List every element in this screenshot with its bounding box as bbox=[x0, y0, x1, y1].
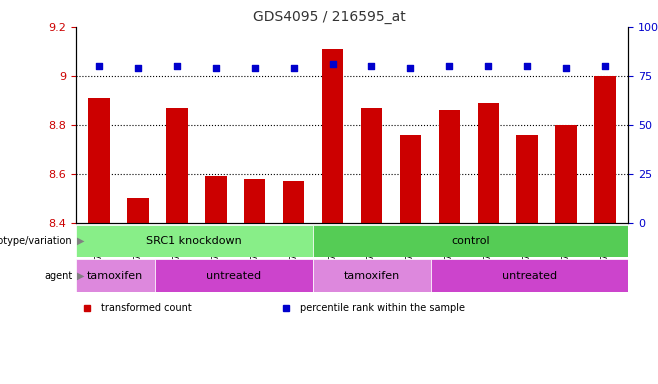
Point bbox=[367, 63, 377, 69]
Point bbox=[600, 63, 611, 69]
Point bbox=[483, 63, 494, 69]
Text: genotype/variation: genotype/variation bbox=[0, 236, 72, 246]
Text: SRC1 knockdown: SRC1 knockdown bbox=[146, 236, 242, 246]
Point bbox=[561, 65, 571, 71]
Point bbox=[133, 65, 143, 71]
Point bbox=[405, 65, 416, 71]
Bar bbox=[76, 259, 155, 292]
Text: percentile rank within the sample: percentile rank within the sample bbox=[299, 303, 465, 313]
Text: agent: agent bbox=[44, 270, 72, 281]
Text: ▶: ▶ bbox=[77, 236, 84, 246]
Bar bbox=[322, 49, 343, 223]
Point bbox=[249, 65, 260, 71]
Point bbox=[522, 63, 532, 69]
Text: GDS4095 / 216595_at: GDS4095 / 216595_at bbox=[253, 10, 405, 23]
Point bbox=[93, 63, 104, 69]
Bar bbox=[155, 259, 313, 292]
Bar bbox=[244, 179, 265, 223]
Point bbox=[172, 63, 182, 69]
Bar bbox=[478, 103, 499, 223]
Text: tamoxifen: tamoxifen bbox=[87, 270, 143, 281]
Bar bbox=[313, 259, 431, 292]
Bar bbox=[399, 135, 421, 223]
Bar bbox=[313, 225, 628, 257]
Point bbox=[288, 65, 299, 71]
Bar bbox=[127, 198, 149, 223]
Bar bbox=[361, 108, 382, 223]
Bar bbox=[88, 98, 110, 223]
Text: ▶: ▶ bbox=[77, 270, 84, 281]
Text: tamoxifen: tamoxifen bbox=[343, 270, 400, 281]
Bar bbox=[431, 259, 628, 292]
Bar bbox=[283, 181, 305, 223]
Bar bbox=[439, 110, 460, 223]
Text: transformed count: transformed count bbox=[101, 303, 191, 313]
Text: untreated: untreated bbox=[502, 270, 557, 281]
Bar bbox=[76, 225, 313, 257]
Text: control: control bbox=[451, 236, 490, 246]
Point bbox=[211, 65, 221, 71]
Text: untreated: untreated bbox=[206, 270, 261, 281]
Point bbox=[444, 63, 455, 69]
Bar bbox=[517, 135, 538, 223]
Point bbox=[327, 61, 338, 67]
Bar bbox=[166, 108, 188, 223]
Bar bbox=[205, 176, 226, 223]
Bar bbox=[594, 76, 616, 223]
Bar bbox=[555, 125, 577, 223]
